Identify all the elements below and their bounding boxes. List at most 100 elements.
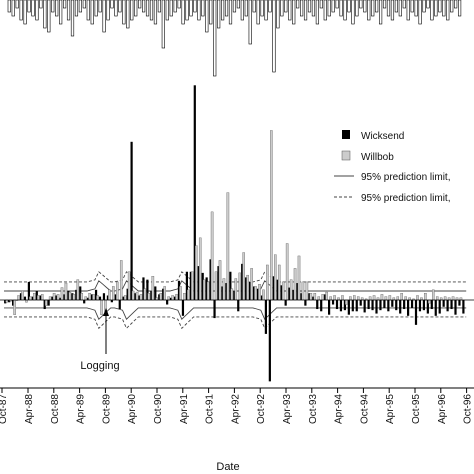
bar-wicksend	[114, 294, 117, 300]
bar-wicksend	[12, 300, 15, 306]
bar-willbob	[198, 237, 202, 301]
bar-wicksend	[363, 300, 366, 313]
bar-wicksend	[252, 286, 256, 300]
bar-wicksend	[316, 300, 319, 310]
top-panel-bar	[102, 0, 106, 33]
bar-wicksend	[442, 300, 445, 307]
x-tick-label: Oct-92	[256, 394, 267, 424]
x-tick-label: Oct-87	[0, 394, 9, 424]
bar-wicksend	[47, 300, 50, 306]
bar-willbob	[305, 281, 309, 301]
bar-willbob	[33, 293, 36, 301]
bar-wicksend	[106, 295, 109, 300]
top-panel-bar	[39, 0, 43, 9]
bar-willbob	[222, 278, 226, 301]
top-panel-bar	[173, 0, 177, 13]
bar-wicksend	[154, 286, 157, 300]
top-panel-bar	[82, 0, 86, 9]
top-panel-bar	[66, 0, 71, 21]
bar-wicksend	[249, 281, 252, 300]
bar-willbob	[80, 293, 84, 301]
top-panel-bar	[114, 0, 118, 17]
top-panel-bar	[185, 0, 189, 21]
bar-wicksend	[430, 300, 433, 310]
bar-willbob	[60, 287, 64, 301]
top-panel-bar	[260, 0, 264, 17]
top-panel-bar	[339, 0, 343, 17]
bar-wicksend	[51, 296, 54, 300]
x-tick-label: Oct-95	[411, 394, 422, 424]
bar-wicksend	[205, 277, 208, 300]
bar-wicksend	[201, 272, 204, 300]
bar-willbob	[210, 211, 214, 301]
bar-willbob	[424, 293, 427, 301]
bar-willbob	[123, 295, 127, 301]
bar-willbob	[195, 245, 198, 301]
x-tick-label: Apr-91	[179, 394, 190, 424]
bar-willbob	[250, 268, 253, 301]
top-panel-bar	[7, 0, 11, 13]
legend-label-wicksend: Wicksend	[361, 131, 404, 142]
x-tick-label: Apr-95	[385, 394, 396, 424]
top-panel-bar	[430, 0, 434, 21]
bar-willbob	[372, 295, 376, 301]
bar-wicksend	[276, 279, 279, 300]
top-panel-bar	[422, 0, 426, 13]
top-panel-bars	[7, 0, 462, 77]
bar-wicksend	[379, 300, 382, 311]
top-panel-bar	[134, 0, 138, 17]
top-panel-bar	[264, 0, 268, 21]
top-panel-bar	[296, 0, 300, 9]
top-panel-bar	[201, 0, 205, 17]
bar-wicksend	[173, 296, 177, 300]
top-panel-bar	[74, 0, 79, 17]
top-panel-bar	[62, 0, 67, 9]
bar-wicksend	[284, 300, 287, 306]
bar-wicksend	[395, 300, 398, 311]
bar-wicksend	[185, 271, 188, 300]
bar-wicksend	[359, 300, 362, 306]
bar-wicksend	[339, 300, 343, 312]
top-panel-bar	[205, 0, 209, 33]
top-panel-bar	[130, 0, 134, 21]
top-panel-bar	[94, 0, 98, 17]
bar-wicksend	[134, 293, 137, 300]
bar-wicksend	[268, 300, 271, 382]
bar-willbob	[329, 296, 332, 301]
bar-wicksend	[63, 294, 66, 300]
top-panel-bar	[106, 0, 110, 21]
bar-willbob	[202, 279, 206, 301]
bar-wicksend	[383, 300, 386, 308]
bar-willbob	[48, 296, 52, 301]
top-panel-bar	[126, 0, 130, 29]
top-panel-bar	[272, 0, 276, 73]
top-panel-bar	[446, 0, 450, 21]
top-panel-bar	[454, 0, 458, 9]
top-panel-bar	[165, 0, 169, 21]
bar-willbob	[17, 295, 20, 301]
bar-wicksend	[324, 294, 327, 300]
bar-willbob	[187, 289, 190, 301]
top-panel-bar	[323, 0, 327, 21]
top-panel-bar	[363, 0, 367, 13]
top-panel-bar	[327, 0, 331, 17]
legend-label-willbob: Willbob	[361, 152, 394, 163]
top-panel-bar	[252, 0, 256, 13]
top-panel-bar	[153, 0, 158, 25]
top-panel-bar	[386, 0, 391, 17]
bar-wicksend	[19, 293, 23, 300]
bar-wicksend	[39, 295, 42, 300]
bar-wicksend	[308, 293, 311, 300]
bar-willbob	[313, 293, 317, 301]
bar-wicksend	[446, 300, 449, 312]
bar-willbob	[345, 299, 348, 305]
bar-willbob	[432, 289, 435, 301]
top-panel-bar	[181, 0, 185, 25]
x-axis-label: Date	[216, 461, 239, 473]
bar-wicksend	[237, 300, 240, 312]
bar-willbob	[356, 296, 360, 301]
bar-wicksend	[407, 300, 410, 316]
top-panel-bar	[213, 0, 217, 77]
bar-willbob	[206, 281, 210, 301]
bar-willbob	[171, 295, 174, 301]
